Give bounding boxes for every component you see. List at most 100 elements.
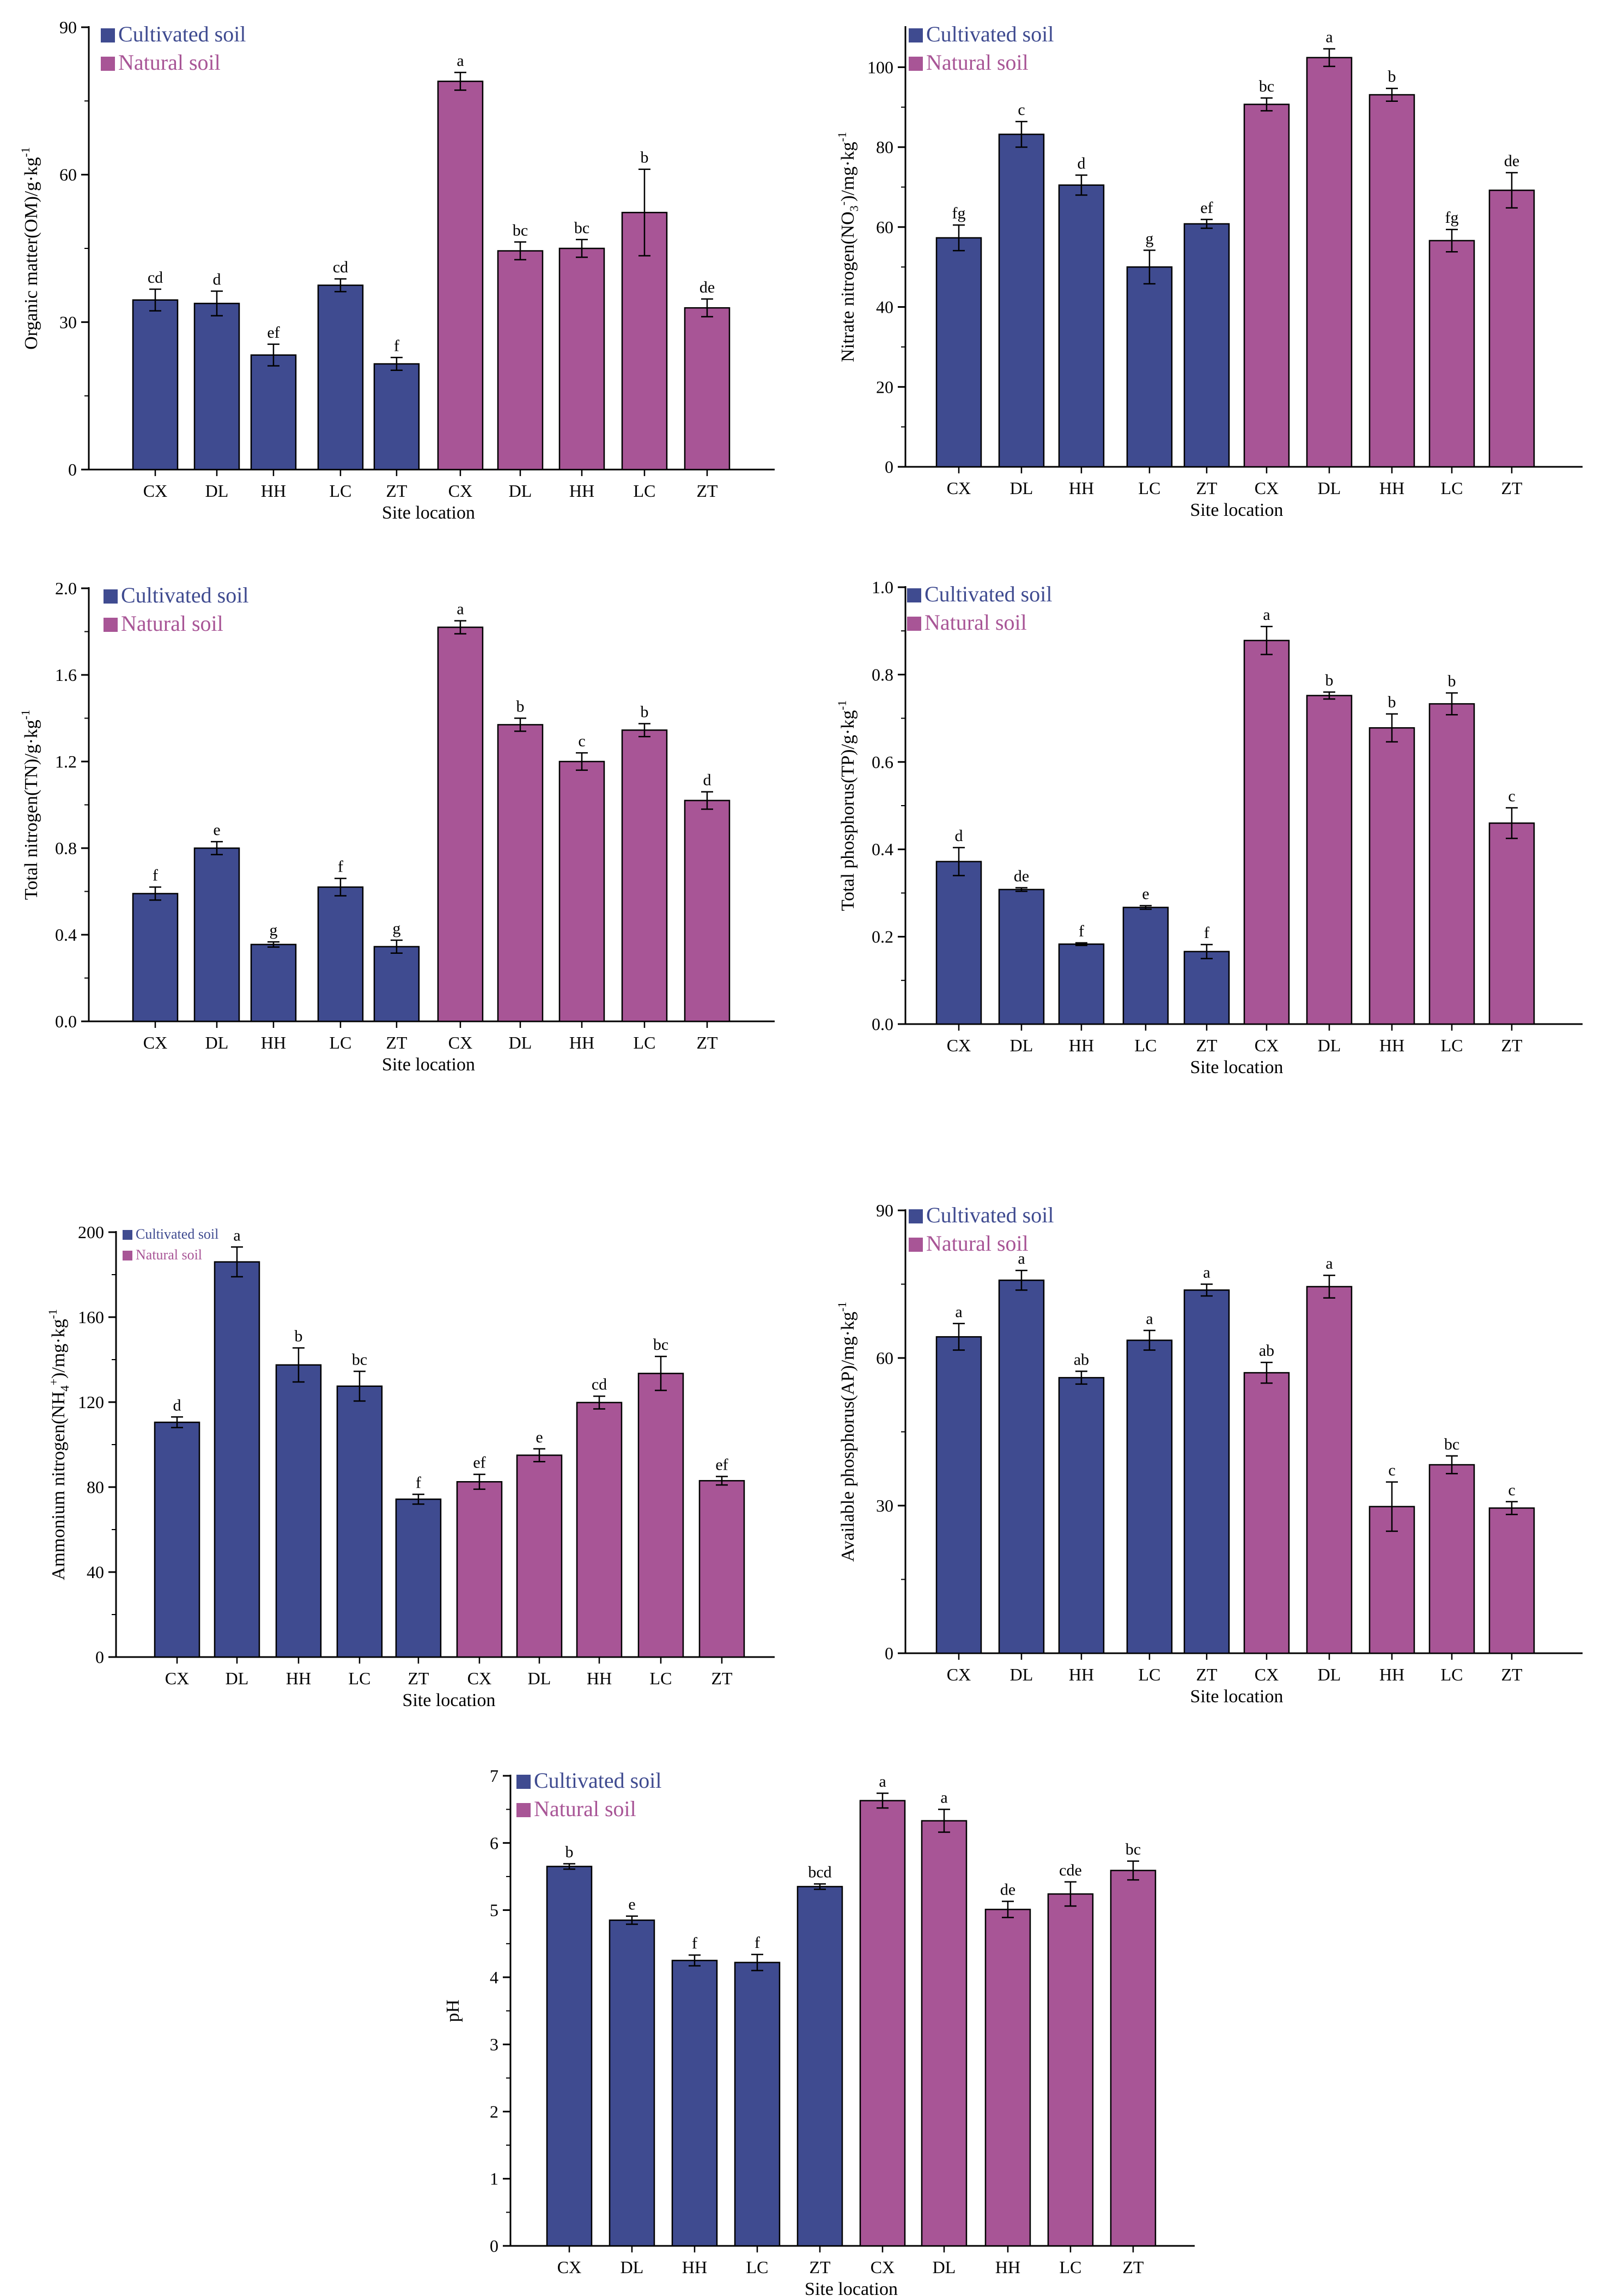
x-tick-label: LC bbox=[330, 1033, 352, 1052]
y-tick-label: 20 bbox=[876, 377, 893, 397]
significance-letter: a bbox=[879, 1773, 886, 1790]
bar-natural-zt bbox=[684, 307, 731, 471]
x-tick-label: CX bbox=[871, 2257, 895, 2277]
significance-letter: a bbox=[1325, 1254, 1333, 1272]
legend-label-cultivated: Cultivated soil bbox=[534, 1768, 661, 1793]
significance-letter: d bbox=[1078, 154, 1086, 172]
y-tick-label: 90 bbox=[876, 1201, 893, 1220]
bar-cultivated-lc bbox=[734, 1962, 781, 2247]
x-axis-label: Site location bbox=[1190, 1057, 1283, 1077]
significance-letter: ab bbox=[1259, 1342, 1274, 1360]
significance-letter: cd bbox=[333, 258, 348, 276]
y-tick-label: 60 bbox=[876, 217, 893, 237]
legend-swatch-cultivated bbox=[907, 588, 921, 602]
x-tick-label: ZT bbox=[1122, 2257, 1144, 2277]
bar-natural-cx bbox=[1243, 640, 1290, 1025]
x-axis-label: Site location bbox=[1190, 500, 1283, 520]
significance-letter: c bbox=[578, 732, 585, 750]
y-tick-label: 0.8 bbox=[872, 665, 893, 684]
x-tick-label: DL bbox=[1010, 478, 1033, 498]
bar-cultivated-cx bbox=[935, 1336, 982, 1654]
bar-cultivated-dl bbox=[193, 847, 240, 1022]
bar-cultivated-zt bbox=[1183, 1289, 1230, 1654]
significance-letter: f bbox=[1079, 922, 1084, 940]
y-tick-label: 90 bbox=[59, 17, 77, 37]
significance-letter: f bbox=[338, 858, 343, 876]
bar-natural-dl bbox=[497, 724, 544, 1022]
x-tick-label: HH bbox=[1379, 478, 1404, 498]
bar-natural-zt bbox=[1110, 1869, 1157, 2247]
bar-natural-dl bbox=[1306, 1286, 1353, 1654]
y-tick-label: 100 bbox=[867, 57, 893, 77]
x-tick-label: LC bbox=[1441, 1665, 1463, 1684]
y-tick-label: 3 bbox=[490, 2035, 498, 2054]
x-tick-label: CX bbox=[448, 1033, 472, 1052]
x-axis-label: Site location bbox=[382, 1055, 475, 1075]
significance-letter: bcd bbox=[808, 1863, 831, 1881]
x-tick-label: HH bbox=[1069, 1036, 1094, 1055]
significance-letter: a bbox=[1203, 1264, 1210, 1282]
y-tick-label: 0 bbox=[68, 460, 77, 479]
significance-letter: a bbox=[940, 1789, 947, 1807]
x-tick-label: DL bbox=[509, 481, 532, 501]
x-tick-label: ZT bbox=[1196, 1665, 1218, 1684]
chart-om: 0 30 60 90 cd CX d DL ef HH cd LC f ZT a CX bc DL bc HH b LC d… bbox=[19, 17, 775, 523]
x-tick-label: DL bbox=[1010, 1665, 1033, 1684]
significance-letter: f bbox=[394, 337, 399, 355]
bar-natural-lc bbox=[621, 729, 668, 1022]
chart-tp: 0.0 0.2 0.4 0.6 0.8 1.0 d CX de DL f HH e LC f ZT a CX b DL… bbox=[835, 577, 1583, 1077]
bar-cultivated-lc bbox=[1126, 1339, 1173, 1654]
bar-cultivated-dl bbox=[998, 1280, 1045, 1654]
x-tick-label: HH bbox=[587, 1668, 612, 1688]
legend: Cultivated soil Natural soil bbox=[516, 1768, 661, 1821]
x-tick-label: HH bbox=[1069, 478, 1094, 498]
significance-letter: cd bbox=[592, 1375, 607, 1393]
y-tick-label: 0.8 bbox=[55, 838, 77, 858]
y-tick-label: 0.2 bbox=[872, 927, 893, 947]
bar-cultivated-hh bbox=[250, 354, 297, 471]
legend-swatch-cultivated bbox=[101, 28, 115, 42]
x-tick-label: DL bbox=[205, 1033, 229, 1052]
significance-letter: a bbox=[457, 52, 464, 70]
y-tick-label: 0.0 bbox=[872, 1014, 893, 1034]
significance-letter: c bbox=[1508, 1481, 1515, 1499]
x-tick-label: ZT bbox=[696, 481, 718, 501]
legend-swatch-natural bbox=[123, 1251, 132, 1260]
x-tick-label: LC bbox=[1139, 478, 1161, 498]
significance-letter: b bbox=[295, 1327, 303, 1345]
significance-letter: g bbox=[270, 921, 278, 939]
y-tick-label: 40 bbox=[876, 297, 893, 317]
legend-label-natural: Natural soil bbox=[534, 1796, 636, 1821]
legend-label-natural: Natural soil bbox=[121, 611, 223, 636]
y-tick-label: 60 bbox=[876, 1348, 893, 1368]
bar-natural-cx bbox=[1243, 1372, 1290, 1654]
x-tick-label: DL bbox=[226, 1668, 249, 1688]
x-tick-label: LC bbox=[1441, 478, 1463, 498]
significance-letter: a bbox=[233, 1226, 240, 1244]
legend-label-cultivated: Cultivated soil bbox=[926, 22, 1054, 46]
legend-swatch-cultivated bbox=[516, 1775, 531, 1789]
x-tick-label: CX bbox=[947, 1665, 971, 1684]
bar-cultivated-cx bbox=[546, 1866, 593, 2247]
bar-natural-dl bbox=[1306, 57, 1353, 468]
y-tick-label: 80 bbox=[87, 1477, 104, 1497]
y-tick-label: 160 bbox=[78, 1307, 104, 1327]
x-tick-label: CX bbox=[448, 481, 472, 501]
bar-cultivated-lc bbox=[317, 284, 364, 471]
bar-natural-dl bbox=[497, 250, 544, 471]
bar-natural-lc bbox=[1428, 1464, 1475, 1654]
x-tick-label: CX bbox=[1255, 1665, 1279, 1684]
significance-letter: g bbox=[393, 919, 401, 937]
bar-cultivated-zt bbox=[1183, 951, 1230, 1025]
legend-label-cultivated: Cultivated soil bbox=[926, 1203, 1054, 1227]
x-tick-label: DL bbox=[933, 2257, 956, 2277]
x-tick-label: LC bbox=[746, 2257, 769, 2277]
x-tick-label: LC bbox=[330, 481, 352, 501]
y-tick-label: 1.6 bbox=[55, 665, 77, 685]
significance-letter: b bbox=[1448, 672, 1456, 690]
significance-letter: fg bbox=[1445, 209, 1459, 227]
bar-cultivated-dl bbox=[609, 1919, 655, 2247]
x-tick-label: DL bbox=[1318, 478, 1341, 498]
y-tick-label: 0.4 bbox=[55, 925, 77, 945]
significance-letter: g bbox=[1146, 229, 1154, 247]
